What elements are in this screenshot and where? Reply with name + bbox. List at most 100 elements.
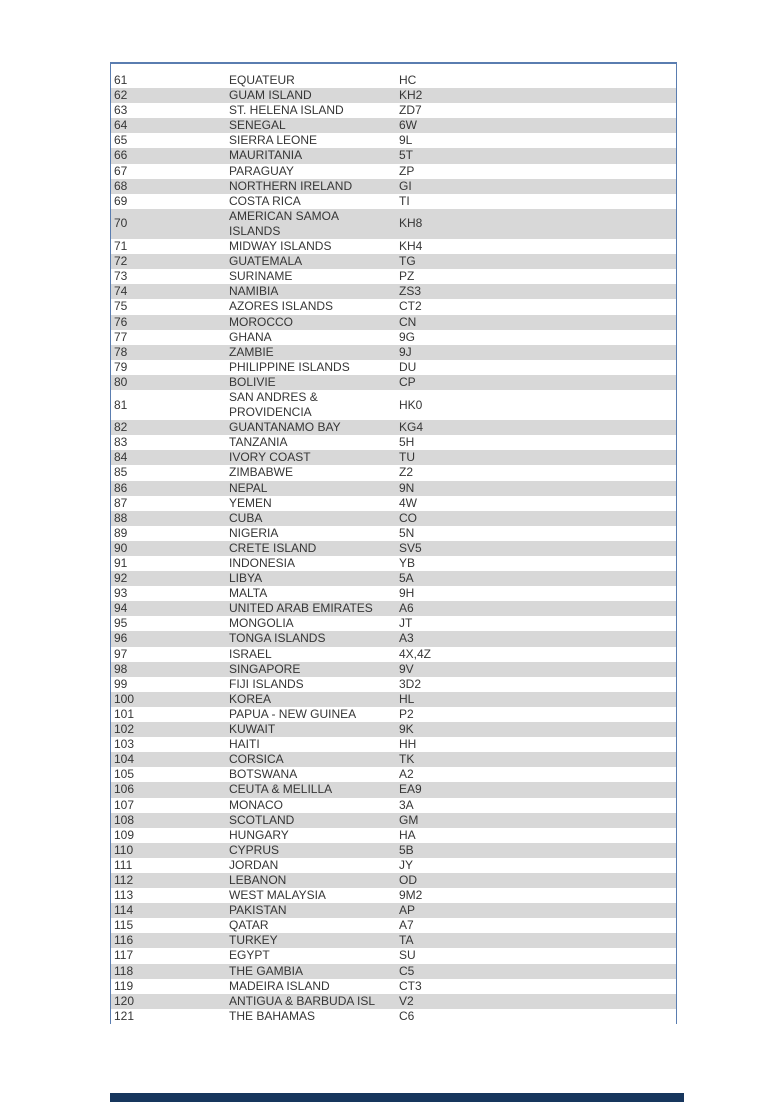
table-row: 65 SIERRA LEONE 9L <box>111 133 676 148</box>
table-row: 101 PAPUA - NEW GUINEA P2 <box>111 707 676 722</box>
row-prefix: P2 <box>399 706 414 721</box>
row-prefix: 9H <box>399 586 415 601</box>
row-country: ANTIGUA & BARBUDA ISL <box>229 993 376 1008</box>
row-country: GHANA <box>229 329 272 344</box>
row-country: LEBANON <box>229 872 287 887</box>
row-country: PAKISTAN <box>229 903 287 918</box>
row-country: THE BAHAMAS <box>229 1008 316 1023</box>
table-row: 97 ISRAEL 4X,4Z <box>111 647 676 662</box>
row-country: ISRAEL <box>229 646 272 661</box>
table-row: 107 MONACO 3A <box>111 798 676 813</box>
row-country: MALTA <box>229 586 268 601</box>
row-prefix: 9V <box>399 661 414 676</box>
row-prefix: 5H <box>399 435 415 450</box>
row-number: 104 <box>114 752 135 767</box>
table-row: 76 MOROCCO CN <box>111 314 676 330</box>
table-body: 61 EQUATEUR HC 62 GUAM ISLAND KH2 63 ST. HELENA… <box>111 73 676 1024</box>
table-row: 93 MALTA 9H <box>111 586 676 601</box>
row-prefix: A3 <box>399 631 414 646</box>
row-number: 72 <box>114 254 128 269</box>
table-row: 96 TONGA ISLANDS A3 <box>111 631 676 647</box>
row-prefix: TU <box>399 450 415 465</box>
row-number: 121 <box>114 1008 135 1023</box>
row-number: 80 <box>114 374 128 389</box>
row-country: BOTSWANA <box>229 767 298 782</box>
table-row: 85 ZIMBABWE Z2 <box>111 465 676 480</box>
row-prefix: ZD7 <box>399 103 422 118</box>
row-country: MADEIRA ISLAND <box>229 978 330 993</box>
row-number: 111 <box>114 857 133 872</box>
row-number: 119 <box>114 978 134 993</box>
table-row: 78 ZAMBIE 9J <box>111 344 676 360</box>
table-row: 102 KUWAIT 9K <box>111 722 676 738</box>
row-number: 116 <box>114 933 134 948</box>
row-country: KUWAIT <box>229 722 276 737</box>
table-row: 71 MIDWAY ISLANDS KH4 <box>111 239 676 254</box>
row-country: CUBA <box>229 510 263 525</box>
table-row: 62 GUAM ISLAND KH2 <box>111 88 676 104</box>
row-number: 106 <box>114 782 135 797</box>
row-number: 76 <box>114 314 128 329</box>
row-number: 71 <box>114 239 128 254</box>
row-country: SINGAPORE <box>229 661 301 676</box>
row-prefix: 6W <box>399 118 417 133</box>
row-number: 107 <box>114 797 135 812</box>
row-number: 73 <box>114 269 128 284</box>
row-country: CRETE ISLAND <box>229 540 317 555</box>
row-country: PARAGUAY <box>229 163 294 178</box>
table-row: 90 CRETE ISLAND SV5 <box>111 540 676 556</box>
row-country: THE GAMBIA <box>229 963 304 978</box>
row-prefix: 9M2 <box>399 888 423 903</box>
row-country: MIDWAY ISLANDS <box>229 239 332 254</box>
row-prefix: V2 <box>399 993 414 1008</box>
row-prefix: HK0 <box>399 397 423 412</box>
row-prefix: CT3 <box>399 978 422 993</box>
row-prefix: CT2 <box>399 299 422 314</box>
row-prefix: YB <box>399 556 416 570</box>
row-number: 100 <box>114 691 135 706</box>
row-country: FIJI ISLANDS <box>229 676 304 691</box>
row-prefix: GI <box>399 178 412 193</box>
row-number: 101 <box>114 706 135 721</box>
row-prefix: 3A <box>399 797 414 812</box>
row-number: 83 <box>114 435 128 450</box>
row-prefix: HH <box>399 737 417 752</box>
row-country: IVORY COAST <box>229 450 311 465</box>
table-row: 67 PARAGUAY ZP <box>111 164 676 179</box>
row-prefix: CO <box>399 510 417 525</box>
row-prefix: JT <box>399 616 413 631</box>
table-row: 113 WEST MALAYSIA 9M2 <box>111 888 676 903</box>
row-country: GUANTANAMO BAY <box>229 420 341 435</box>
row-prefix: 9L <box>399 133 413 148</box>
row-country: ST. HELENA ISLAND <box>229 103 344 118</box>
row-country: MOROCCO <box>229 314 293 329</box>
table-row: 115 QATAR A7 <box>111 918 676 933</box>
table-row: 106 CEUTA & MELILLA EA9 <box>111 782 676 798</box>
table-row: 61 EQUATEUR HC <box>111 73 676 88</box>
row-country: SURINAME <box>229 269 293 284</box>
row-prefix: KH4 <box>399 239 423 254</box>
table-row: 79 PHILIPPINE ISLANDS DU <box>111 360 676 375</box>
table-row: 114 PAKISTAN AP <box>111 903 676 919</box>
table-row: 70 AMERICAN SAMOA ISLANDS KH8 <box>111 208 676 240</box>
row-country: PHILIPPINE ISLANDS <box>229 359 350 374</box>
row-number: 120 <box>114 993 135 1008</box>
row-prefix: A2 <box>399 767 414 782</box>
table-row: 75 AZORES ISLANDS CT2 <box>111 299 676 314</box>
row-number: 103 <box>114 737 135 752</box>
row-number: 66 <box>114 148 128 163</box>
row-number: 112 <box>114 872 134 887</box>
row-number: 99 <box>114 676 128 691</box>
table-row: 109 HUNGARY HA <box>111 828 676 843</box>
row-number: 84 <box>114 450 128 465</box>
row-country: NEPAL <box>229 480 268 495</box>
row-prefix: 5A <box>399 571 414 586</box>
row-prefix: ZP <box>399 163 415 178</box>
row-country: HAITI <box>229 737 260 752</box>
row-prefix: 5N <box>399 525 415 540</box>
row-country: GUAM ISLAND <box>229 88 312 103</box>
row-country: NAMIBIA <box>229 284 279 299</box>
table-row: 66 MAURITANIA 5T <box>111 148 676 164</box>
table-row: 88 CUBA CO <box>111 510 676 526</box>
row-country: AMERICAN SAMOA ISLANDS <box>229 208 339 238</box>
